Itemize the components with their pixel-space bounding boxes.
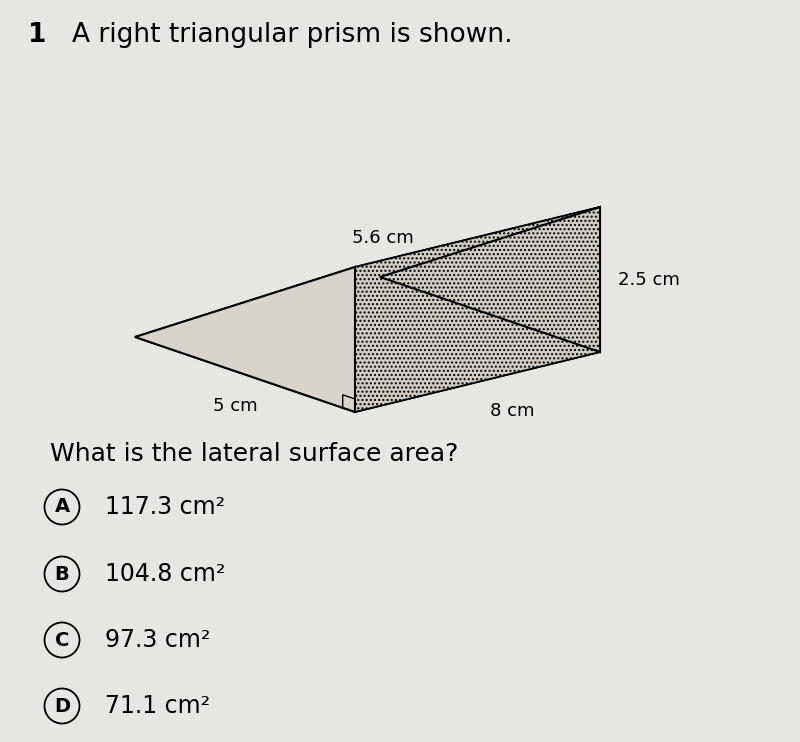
Polygon shape (355, 207, 600, 412)
Text: 97.3 cm²: 97.3 cm² (105, 628, 210, 652)
Text: A: A (54, 497, 70, 516)
Text: B: B (54, 565, 70, 583)
Text: C: C (55, 631, 69, 649)
Text: 5 cm: 5 cm (213, 396, 258, 415)
Text: What is the lateral surface area?: What is the lateral surface area? (50, 442, 458, 466)
Text: D: D (54, 697, 70, 715)
Text: 8 cm: 8 cm (490, 402, 534, 420)
Text: 1: 1 (28, 22, 46, 48)
Text: 5.6 cm: 5.6 cm (352, 229, 414, 247)
Text: 117.3 cm²: 117.3 cm² (105, 495, 225, 519)
Text: 2.5 cm: 2.5 cm (618, 271, 680, 289)
Polygon shape (135, 277, 600, 412)
Text: A right triangular prism is shown.: A right triangular prism is shown. (72, 22, 513, 48)
Text: 104.8 cm²: 104.8 cm² (105, 562, 226, 586)
Text: 71.1 cm²: 71.1 cm² (105, 694, 210, 718)
Polygon shape (135, 267, 355, 412)
Polygon shape (135, 207, 600, 337)
